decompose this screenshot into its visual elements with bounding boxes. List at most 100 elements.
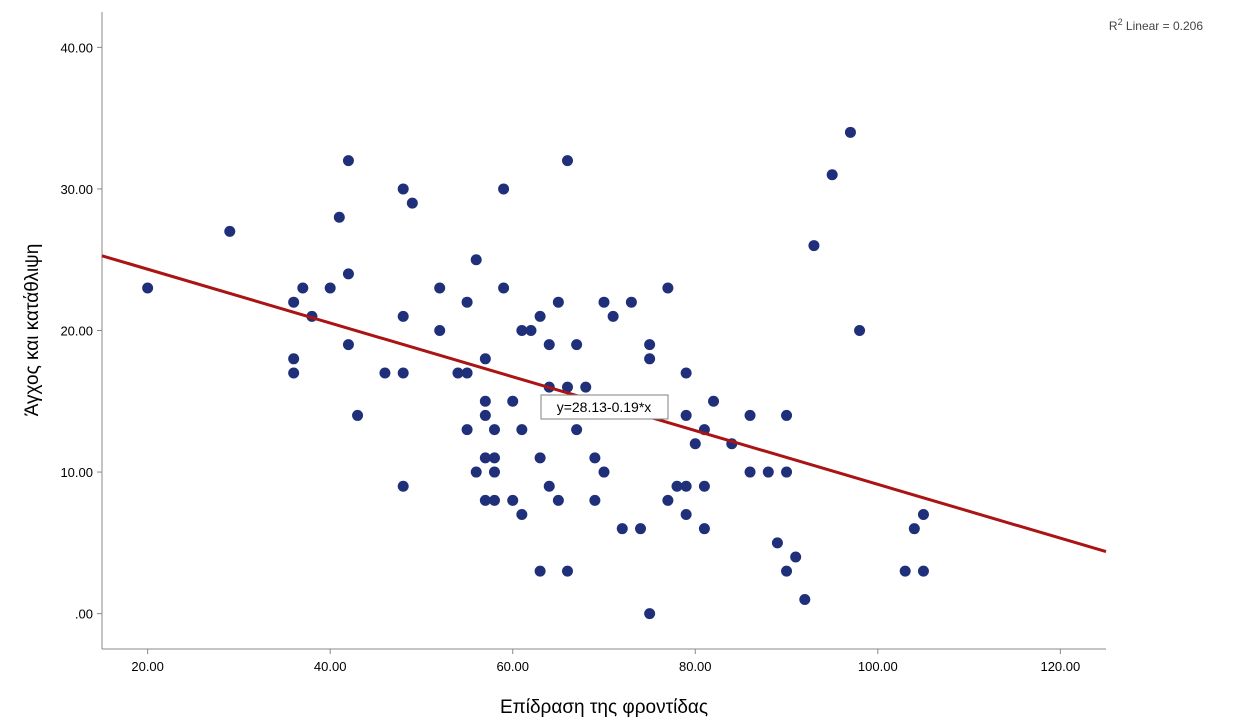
data-point: [434, 282, 446, 294]
data-point: [844, 126, 856, 138]
data-point: [589, 494, 601, 506]
data-point: [406, 197, 418, 209]
data-point: [799, 593, 811, 605]
tick-labels: 20.00 40.00 60.00 80.00 100.00 120.00 .00 10.00…: [60, 40, 1080, 674]
data-point: [507, 494, 519, 506]
data-point: [461, 367, 473, 379]
data-point: [644, 339, 656, 351]
data-point: [534, 565, 546, 577]
data-point: [744, 466, 756, 478]
data-point: [534, 452, 546, 464]
data-point: [543, 339, 555, 351]
x-tick-label: 40.00: [314, 659, 347, 674]
r2-label: R2 Linear = 0.206: [1109, 17, 1203, 33]
y-tick-label: .00: [75, 607, 93, 622]
data-point: [680, 367, 692, 379]
data-point: [461, 296, 473, 308]
data-point: [781, 565, 793, 577]
data-point: [616, 523, 628, 535]
data-point: [516, 424, 528, 436]
data-point: [434, 325, 446, 336]
data-point: [781, 466, 793, 478]
data-point: [917, 565, 929, 577]
data-point: [516, 325, 528, 336]
data-point: [516, 509, 528, 521]
data-point: [598, 296, 610, 308]
data-point: [498, 183, 510, 195]
data-point: [561, 565, 573, 577]
data-point: [808, 240, 820, 252]
data-point: [488, 466, 500, 478]
data-point: [854, 325, 866, 336]
x-tick-label: 80.00: [679, 659, 712, 674]
data-point: [324, 282, 336, 294]
ticks: [97, 46, 1061, 654]
data-point: [598, 466, 610, 478]
data-point: [671, 480, 683, 492]
data-point: [507, 395, 519, 407]
data-point: [552, 296, 564, 308]
data-point: [379, 367, 391, 379]
x-tick-label: 20.00: [131, 659, 164, 674]
data-point: [342, 339, 354, 351]
y-tick-label: 20.00: [60, 324, 93, 339]
data-point: [479, 452, 491, 464]
data-point: [498, 282, 510, 294]
data-point: [479, 395, 491, 407]
data-point: [342, 268, 354, 280]
data-point: [662, 282, 674, 294]
data-point: [790, 551, 802, 563]
data-point: [644, 353, 656, 365]
data-point: [625, 296, 637, 308]
data-point: [899, 565, 911, 577]
axes: [101, 12, 1106, 650]
data-point: [552, 494, 564, 506]
data-point: [917, 509, 929, 521]
data-point: [689, 438, 701, 450]
data-point: [461, 424, 473, 436]
data-point: [397, 367, 409, 379]
x-tick-label: 100.00: [858, 659, 898, 674]
data-point: [288, 367, 300, 379]
data-point: [488, 494, 500, 506]
data-point: [288, 296, 300, 308]
data-point: [607, 310, 619, 322]
data-point: [142, 282, 154, 294]
data-point: [680, 409, 692, 421]
data-point: [534, 310, 546, 322]
data-point: [680, 509, 692, 521]
y-axis-title: Άγχος και κατάθλιψη: [22, 244, 43, 417]
data-point: [680, 480, 692, 492]
data-point: [479, 494, 491, 506]
equation-label: y=28.13-0.19*x: [540, 394, 669, 420]
x-tick-label: 60.00: [496, 659, 529, 674]
data-point: [708, 395, 720, 407]
data-point: [224, 225, 236, 237]
data-point: [908, 523, 920, 535]
data-point: [561, 155, 573, 167]
x-tick-label: 120.00: [1040, 659, 1080, 674]
data-point: [698, 480, 710, 492]
data-point: [580, 381, 592, 393]
data-points: [142, 126, 929, 620]
data-point: [479, 353, 491, 365]
data-point: [288, 353, 300, 365]
data-point: [771, 537, 783, 549]
data-point: [470, 254, 482, 266]
equation-text: y=28.13-0.19*x: [557, 399, 652, 415]
data-point: [589, 452, 601, 464]
data-point: [488, 452, 500, 464]
data-point: [698, 523, 710, 535]
data-point: [662, 494, 674, 506]
data-point: [543, 480, 555, 492]
data-point: [561, 381, 573, 393]
data-point: [397, 480, 409, 492]
data-point: [571, 339, 583, 351]
y-tick-label: 10.00: [60, 465, 93, 480]
data-point: [635, 523, 647, 535]
data-point: [397, 183, 409, 195]
data-point: [644, 608, 656, 620]
equation-box: [540, 394, 669, 420]
y-tick-label: 30.00: [60, 182, 93, 197]
